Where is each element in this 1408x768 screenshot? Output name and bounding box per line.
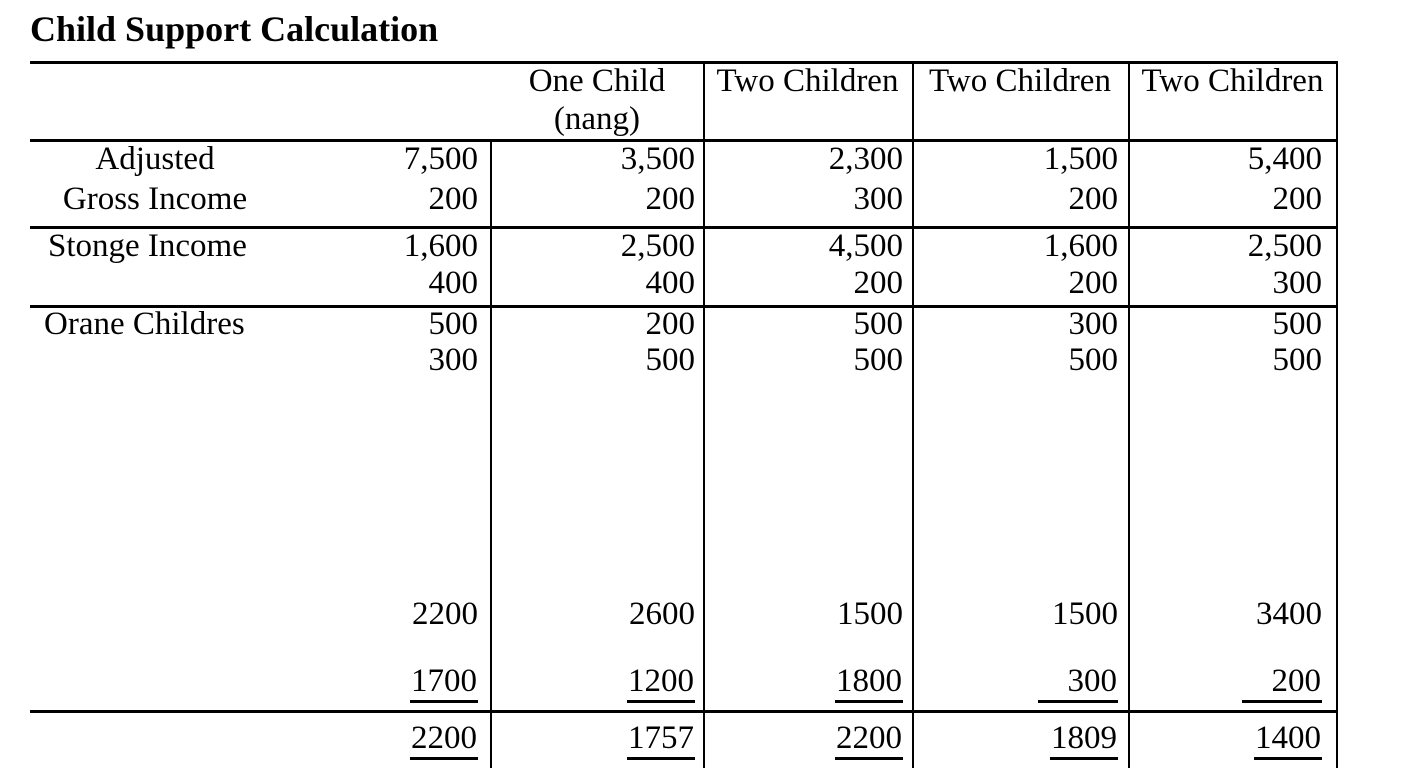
row2-bottom-rule [30,305,1337,308]
cell-value: 500 [645,342,696,378]
cell-value: 400 [428,265,479,301]
cell-value: 300 [1272,265,1323,301]
cell-value: 300 [428,342,479,378]
total-value: 2200 [410,722,478,760]
row-label-stonge-income: Stonge Income [48,228,247,264]
column-divider-4 [1128,61,1130,768]
cell-value: 500 [1068,342,1119,378]
total-value: 1809 [1050,722,1118,760]
table-top-rule [30,61,1337,64]
cell-value: 2,500 [1247,228,1322,264]
cell-value: 300 [1068,306,1119,342]
cell-value: 500 [428,306,479,342]
subtotal-value: 2200 [412,596,478,632]
cell-value: 500 [853,306,904,342]
column-divider-3 [912,61,914,768]
cell-value: 1,500 [1043,141,1118,177]
cell-value: 200 [428,181,479,217]
cell-value: 400 [645,265,696,301]
cell-value: 1,600 [403,228,478,264]
row-label-orane-childres: Orane Childres [44,306,245,342]
row-label-gross-income: Gross Income [62,181,248,217]
deduction-value: 1700 [410,665,478,703]
cell-value: 2,500 [620,228,695,264]
cell-value: 4,500 [828,228,903,264]
cell-value: 200 [1068,181,1119,217]
header-bottom-rule [30,139,1337,142]
cell-value: 5,400 [1247,141,1322,177]
deduction-value: 1800 [835,665,903,703]
row-label-adjusted: Adjusted [95,141,215,177]
cell-value: 500 [853,342,904,378]
deduction-value: 200 [1241,665,1322,703]
cell-value: 2,300 [828,141,903,177]
header-cell-one-child-line1: One Child [528,63,666,99]
cell-value: 200 [1068,265,1119,301]
cell-value: 3,500 [620,141,695,177]
column-divider-2 [703,61,705,768]
header-cell-two-children-3: Two Children [1141,63,1324,99]
cell-value: 500 [1272,306,1323,342]
subtotal-value: 1500 [837,596,903,632]
deduction-value: 1200 [627,665,695,703]
subtotal-value: 1500 [1052,596,1118,632]
header-cell-two-children-1: Two Children [716,63,899,99]
column-divider-1 [490,139,492,768]
header-cell-two-children-2: Two Children [929,63,1111,99]
subtotal-value: 3400 [1256,596,1322,632]
cell-value: 200 [645,181,696,217]
page-title: Child Support Calculation [30,9,439,49]
cell-value: 200 [853,265,904,301]
cell-value: 500 [1272,342,1323,378]
deduction-value: 300 [1037,665,1118,703]
total-value: 1400 [1254,722,1322,760]
total-value: 1757 [627,722,695,760]
header-cell-one-child-line2: (nang) [553,101,641,137]
table-right-rule [1336,61,1338,768]
cell-value: 200 [645,306,696,342]
total-value: 2200 [835,722,903,760]
subtotal-value: 2600 [629,596,695,632]
total-top-rule [30,710,1337,713]
cell-value: 300 [853,181,904,217]
cell-value: 7,500 [403,141,478,177]
cell-value: 200 [1272,181,1323,217]
row1-bottom-rule [30,226,1337,229]
cell-value: 1,600 [1043,228,1118,264]
